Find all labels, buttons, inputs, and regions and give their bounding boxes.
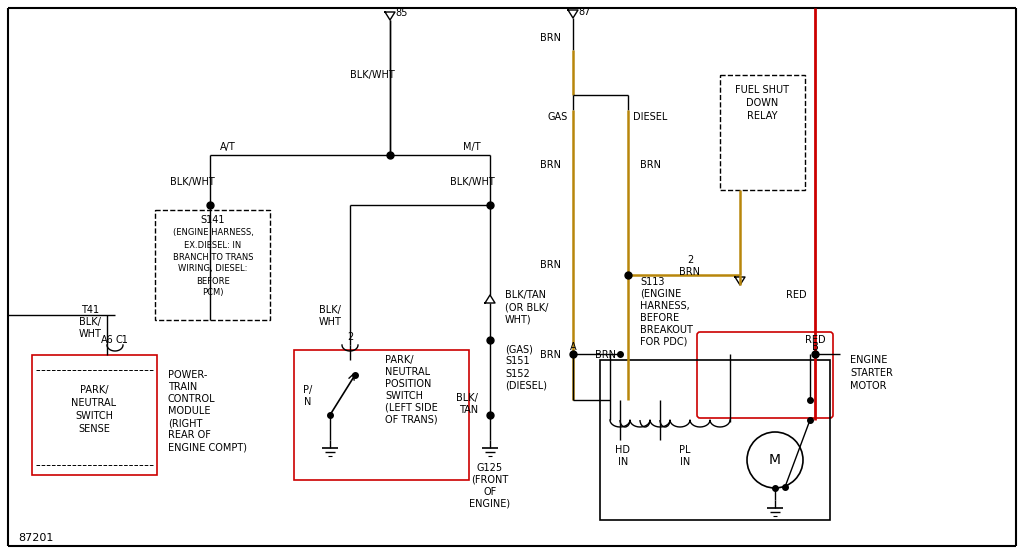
Text: ENGINE COMPT): ENGINE COMPT) <box>168 442 247 452</box>
Text: (RIGHT: (RIGHT <box>168 418 203 428</box>
Bar <box>32 355 157 475</box>
Text: POWER-: POWER- <box>168 370 208 380</box>
Text: EX.DIESEL: IN: EX.DIESEL: IN <box>184 240 242 249</box>
Text: ENGINE: ENGINE <box>850 355 888 365</box>
Text: BRANCH TO TRANS: BRANCH TO TRANS <box>173 253 253 261</box>
Text: TAN: TAN <box>459 405 478 415</box>
Text: S113: S113 <box>640 277 665 287</box>
Text: 87201: 87201 <box>18 533 53 543</box>
Text: (OR BLK/: (OR BLK/ <box>505 302 549 312</box>
Text: (FRONT: (FRONT <box>471 475 509 485</box>
Text: BRN: BRN <box>540 33 561 43</box>
Text: RED: RED <box>805 335 825 345</box>
Text: BRN: BRN <box>595 350 616 360</box>
Text: BRN: BRN <box>640 160 662 170</box>
Text: REAR OF: REAR OF <box>168 430 211 440</box>
Text: IN: IN <box>680 457 690 467</box>
Text: (DIESEL): (DIESEL) <box>505 381 547 391</box>
Text: SWITCH: SWITCH <box>75 411 113 421</box>
Text: WIRING, DIESEL:: WIRING, DIESEL: <box>178 264 248 274</box>
Text: BLK/: BLK/ <box>319 305 341 315</box>
Bar <box>155 210 270 320</box>
Bar <box>600 360 830 520</box>
Text: A6: A6 <box>100 335 114 345</box>
Text: A/T: A/T <box>220 142 236 152</box>
Text: DIESEL: DIESEL <box>633 112 668 122</box>
Text: CONTROL: CONTROL <box>168 394 216 404</box>
Text: BLK/WHT: BLK/WHT <box>170 177 214 187</box>
Text: MODULE: MODULE <box>168 406 211 416</box>
Bar <box>294 350 469 480</box>
Text: B: B <box>812 342 818 352</box>
Text: OF TRANS): OF TRANS) <box>385 415 437 425</box>
Text: RED: RED <box>786 290 807 300</box>
Text: BLK/: BLK/ <box>456 393 478 403</box>
Text: P/: P/ <box>303 385 312 395</box>
Text: RELAY: RELAY <box>746 111 777 121</box>
Text: TRAIN: TRAIN <box>168 382 198 392</box>
Text: MOTOR: MOTOR <box>850 381 887 391</box>
Text: GAS: GAS <box>548 112 568 122</box>
Text: 2: 2 <box>347 332 353 342</box>
Text: 2: 2 <box>687 255 693 265</box>
Text: PARK/: PARK/ <box>385 355 414 365</box>
Text: BEFORE: BEFORE <box>197 276 229 285</box>
Text: BEFORE: BEFORE <box>640 313 679 323</box>
Text: BLK/: BLK/ <box>79 317 101 327</box>
Text: HD: HD <box>615 445 631 455</box>
Text: HARNESS,: HARNESS, <box>640 301 690 311</box>
Text: SWITCH: SWITCH <box>385 391 423 401</box>
Text: ENGINE): ENGINE) <box>469 499 511 509</box>
Text: BRN: BRN <box>540 160 561 170</box>
Text: BLK/WHT: BLK/WHT <box>450 177 495 187</box>
Text: POSITION: POSITION <box>385 379 431 389</box>
Text: PARK/: PARK/ <box>80 385 109 395</box>
Text: 87: 87 <box>578 7 591 17</box>
Text: WHT: WHT <box>79 329 101 339</box>
Text: STARTER: STARTER <box>850 368 893 378</box>
Bar <box>720 75 805 190</box>
Text: T41: T41 <box>81 305 99 315</box>
Text: M: M <box>769 453 781 467</box>
Text: FUEL SHUT: FUEL SHUT <box>735 85 790 95</box>
Text: S151: S151 <box>505 356 529 366</box>
Text: C1: C1 <box>116 335 128 345</box>
Text: PCM): PCM) <box>203 289 224 297</box>
Text: OF: OF <box>483 487 497 497</box>
Text: NEUTRAL: NEUTRAL <box>72 398 117 408</box>
Text: NEUTRAL: NEUTRAL <box>385 367 430 377</box>
Text: BREAKOUT: BREAKOUT <box>640 325 693 335</box>
Text: A: A <box>569 342 577 352</box>
Text: PL: PL <box>679 445 691 455</box>
Text: FOR PDC): FOR PDC) <box>640 337 687 347</box>
Text: BRN: BRN <box>540 260 561 270</box>
Text: S152: S152 <box>505 369 529 379</box>
Text: (GAS): (GAS) <box>505 344 532 354</box>
Text: SENSE: SENSE <box>78 424 110 434</box>
Text: BRN: BRN <box>680 267 700 277</box>
Text: WHT): WHT) <box>505 314 531 324</box>
Text: (ENGINE: (ENGINE <box>640 289 681 299</box>
Text: 85: 85 <box>395 8 408 18</box>
Text: S141: S141 <box>201 215 225 225</box>
Text: (LEFT SIDE: (LEFT SIDE <box>385 403 437 413</box>
Text: N: N <box>304 397 311 407</box>
Text: BRN: BRN <box>540 350 561 360</box>
Text: IN: IN <box>617 457 628 467</box>
Text: WHT: WHT <box>318 317 341 327</box>
Text: (ENGINE HARNESS,: (ENGINE HARNESS, <box>173 228 253 238</box>
Text: M/T: M/T <box>463 142 481 152</box>
Text: BLK/TAN: BLK/TAN <box>505 290 546 300</box>
Text: DOWN: DOWN <box>745 98 778 108</box>
Text: G125: G125 <box>477 463 503 473</box>
Text: BLK/WHT: BLK/WHT <box>349 70 394 80</box>
